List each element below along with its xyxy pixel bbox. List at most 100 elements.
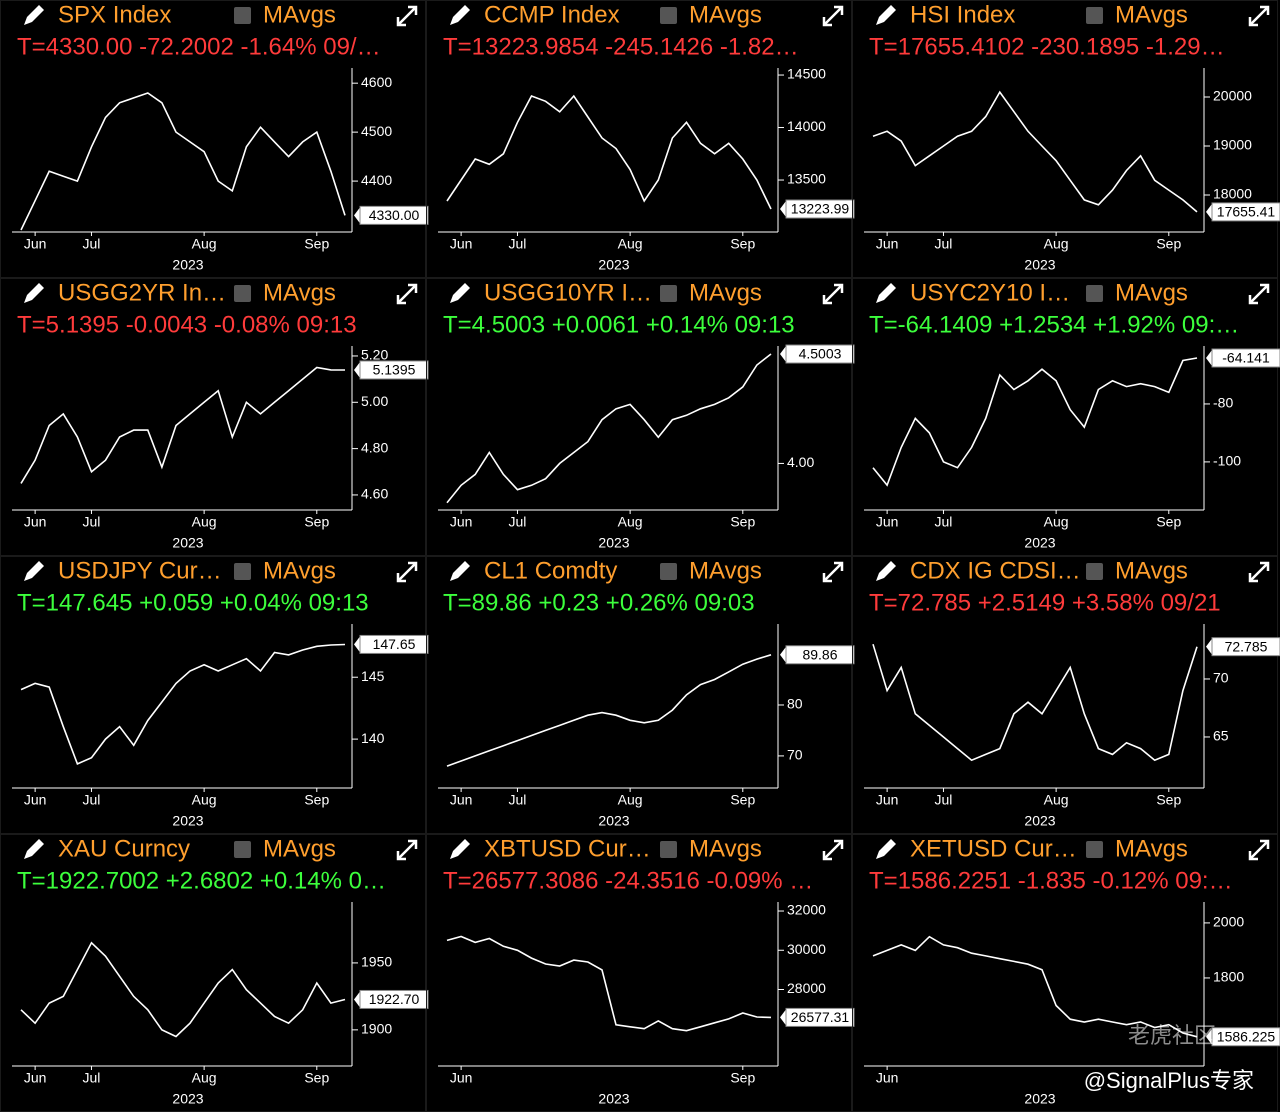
mavgs-checkbox[interactable]: [234, 7, 251, 24]
expand-icon[interactable]: [1248, 5, 1270, 27]
price-line: [872, 357, 1198, 487]
credit: @SignalPlus专家: [1084, 1068, 1254, 1093]
last-value-label: 17655.41: [1217, 204, 1276, 220]
x-tick-label: Jun: [24, 236, 47, 252]
x-tick-label: Aug: [618, 236, 643, 252]
expand-icon[interactable]: [1248, 839, 1270, 861]
mavgs-checkbox[interactable]: [660, 285, 677, 302]
x-tick-label: Sep: [304, 236, 329, 252]
price-line: [446, 654, 772, 767]
mavgs-checkbox[interactable]: [660, 841, 677, 858]
edit-icon[interactable]: [450, 839, 470, 859]
x-tick-label: Jun: [24, 1070, 47, 1086]
y-tick-label: 65: [1213, 728, 1229, 744]
quote-line: T=5.1395 -0.0043 -0.08% 09:13: [17, 311, 357, 338]
panel-title: XBTUSD Cur…: [484, 835, 651, 862]
mavgs-checkbox[interactable]: [234, 285, 251, 302]
expand-icon[interactable]: [822, 5, 844, 27]
mavgs-checkbox[interactable]: [1086, 563, 1103, 580]
edit-icon[interactable]: [24, 283, 44, 303]
x-tick-label: Sep: [304, 514, 329, 530]
edit-icon[interactable]: [450, 561, 470, 581]
y-tick-label: 14500: [787, 66, 826, 82]
edit-icon[interactable]: [876, 839, 896, 859]
x-tick-label: Jun: [24, 792, 47, 808]
expand-icon[interactable]: [822, 561, 844, 583]
last-value-label: 4.5003: [799, 346, 842, 362]
last-value-label: 5.1395: [373, 362, 416, 378]
last-value-pointer: [354, 361, 360, 378]
x-tick-label: Jul: [509, 792, 527, 808]
last-value-box: [1211, 637, 1280, 657]
mavgs-label: MAvgs: [1115, 557, 1188, 584]
expand-icon[interactable]: [396, 561, 418, 583]
y-tick-label: 4500: [361, 123, 392, 139]
y-tick-label: 1950: [361, 954, 392, 970]
y-tick-label: 140: [361, 730, 385, 746]
expand-icon[interactable]: [396, 283, 418, 305]
last-value-pointer: [354, 636, 360, 653]
edit-icon[interactable]: [24, 5, 44, 25]
year-label: 2023: [172, 257, 203, 273]
edit-icon[interactable]: [876, 561, 896, 581]
last-value-box: [785, 344, 855, 364]
x-tick-label: Sep: [304, 792, 329, 808]
quote-line: T=1586.2251 -1.835 -0.12% 09:…: [869, 867, 1233, 894]
x-tick-label: Sep: [1156, 792, 1181, 808]
price-line: [872, 643, 1198, 762]
last-value-pointer: [780, 1009, 786, 1026]
expand-icon[interactable]: [822, 283, 844, 305]
mavgs-checkbox[interactable]: [234, 841, 251, 858]
edit-icon[interactable]: [450, 5, 470, 25]
expand-icon[interactable]: [396, 839, 418, 861]
mavgs-checkbox[interactable]: [660, 563, 677, 580]
edit-icon[interactable]: [876, 5, 896, 25]
edit-icon[interactable]: [450, 283, 470, 303]
mavgs-checkbox[interactable]: [1086, 841, 1103, 858]
x-tick-label: Aug: [618, 792, 643, 808]
year-label: 2023: [1024, 257, 1055, 273]
year-label: 2023: [598, 1091, 629, 1107]
last-value-box: [1211, 1027, 1280, 1047]
expand-icon[interactable]: [1248, 561, 1270, 583]
last-value-pointer: [1206, 203, 1212, 220]
year-label: 2023: [1024, 1091, 1055, 1107]
last-value-pointer: [780, 646, 786, 663]
expand-icon[interactable]: [822, 839, 844, 861]
y-tick-label: -80: [1213, 395, 1233, 411]
last-value-label: 4330.00: [369, 207, 420, 223]
y-tick-label: 19000: [1213, 137, 1252, 153]
panel-frame: [852, 0, 1278, 278]
y-tick-label: 4.60: [361, 486, 388, 502]
price-line: [20, 92, 346, 231]
panel-title: CDX IG CDSI…: [910, 557, 1081, 584]
last-value-pointer: [354, 207, 360, 224]
y-tick-label: 2000: [1213, 914, 1244, 930]
x-tick-label: Jun: [450, 792, 473, 808]
last-value-pointer: [1206, 349, 1212, 366]
edit-icon[interactable]: [24, 561, 44, 581]
x-tick-label: Aug: [1044, 236, 1069, 252]
x-tick-label: Sep: [304, 1070, 329, 1086]
panel-frame: [426, 278, 852, 556]
mavgs-checkbox[interactable]: [660, 7, 677, 24]
y-tick-label: 13500: [787, 171, 826, 187]
mavgs-label: MAvgs: [263, 557, 336, 584]
expand-icon[interactable]: [1248, 283, 1270, 305]
mavgs-checkbox[interactable]: [1086, 7, 1103, 24]
mavgs-checkbox[interactable]: [234, 563, 251, 580]
watermark: 老虎社区: [1128, 1023, 1216, 1048]
edit-icon[interactable]: [876, 283, 896, 303]
last-value-pointer: [1206, 1028, 1212, 1045]
expand-icon[interactable]: [396, 5, 418, 27]
mavgs-checkbox[interactable]: [1086, 285, 1103, 302]
x-tick-label: Jul: [935, 514, 953, 530]
x-tick-label: Sep: [1156, 236, 1181, 252]
last-value-box: [1211, 348, 1280, 368]
edit-icon[interactable]: [24, 839, 44, 859]
y-tick-label: 70: [787, 747, 803, 763]
mavgs-label: MAvgs: [263, 1, 336, 28]
mavgs-label: MAvgs: [689, 557, 762, 584]
quote-line: T=4330.00 -72.2002 -1.64% 09/…: [17, 33, 381, 60]
